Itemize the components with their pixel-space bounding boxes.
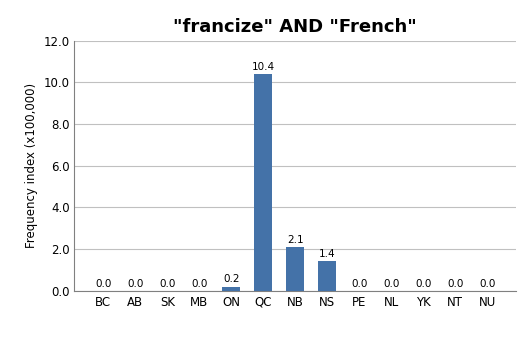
Text: 2.1: 2.1 [287, 235, 304, 245]
Text: 0.0: 0.0 [383, 279, 400, 289]
Text: 1.4: 1.4 [319, 249, 336, 260]
Text: 0.0: 0.0 [191, 279, 207, 289]
Text: 0.0: 0.0 [127, 279, 144, 289]
Text: 0.0: 0.0 [95, 279, 112, 289]
Text: 0.2: 0.2 [223, 274, 239, 284]
Bar [222, 287, 240, 291]
Y-axis label: Frequency index (x100,000): Frequency index (x100,000) [25, 83, 38, 248]
Text: 0.0: 0.0 [447, 279, 463, 289]
Bar [254, 74, 272, 291]
Text: 10.4: 10.4 [252, 62, 275, 72]
Bar [319, 262, 336, 291]
Text: 0.0: 0.0 [415, 279, 431, 289]
Title: "francize" AND "French": "francize" AND "French" [173, 18, 417, 36]
Bar [286, 247, 304, 291]
Text: 0.0: 0.0 [159, 279, 176, 289]
Text: 0.0: 0.0 [351, 279, 368, 289]
Text: 0.0: 0.0 [479, 279, 495, 289]
